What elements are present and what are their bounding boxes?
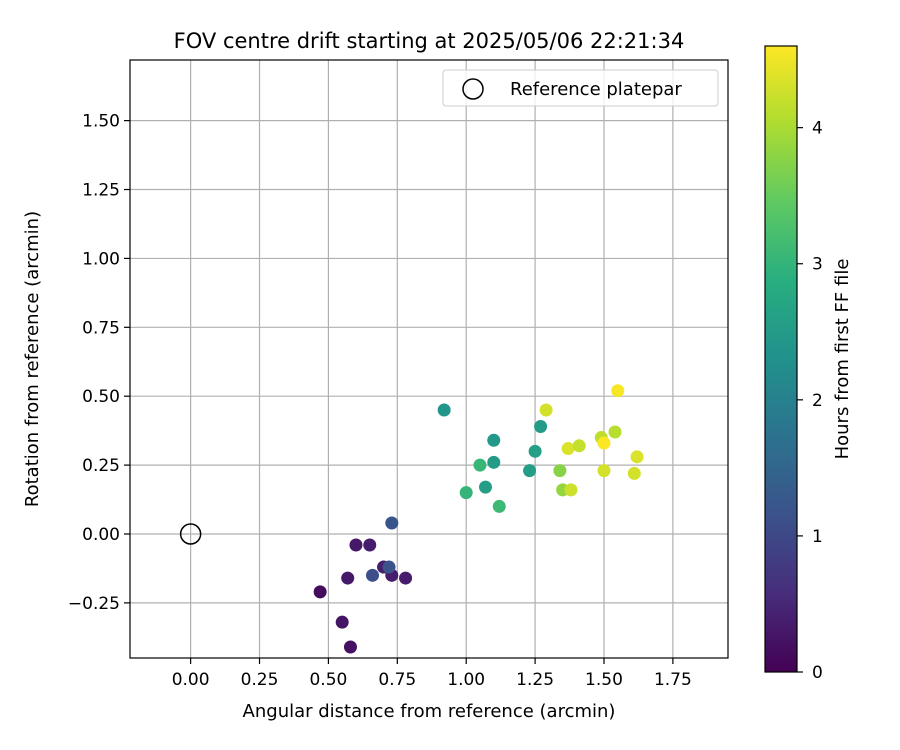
- data-point: [343, 640, 357, 654]
- colorbar-tick-label: 4: [812, 119, 823, 139]
- data-point: [627, 466, 641, 480]
- data-point: [349, 538, 363, 552]
- data-point: [572, 439, 586, 453]
- x-tick-label: 1.25: [516, 670, 554, 690]
- data-point: [487, 455, 501, 469]
- x-axis-ticks: 0.00 0.25 0.50 0.75 1.00 1.25 1.50 1.75: [172, 658, 692, 690]
- colorbar: 0 1 2 3 4 Hours from first FF file: [764, 45, 853, 683]
- data-point: [534, 420, 548, 434]
- plot-frame: [129, 59, 729, 659]
- data-point: [487, 433, 501, 447]
- legend: Reference platepar: [442, 69, 719, 107]
- data-point: [597, 436, 611, 450]
- colorbar-label: Hours from first FF file: [832, 259, 853, 460]
- x-tick-label: 0.00: [172, 670, 210, 690]
- data-point: [553, 464, 567, 478]
- chart-title: FOV centre drift starting at 2025/05/06 …: [174, 29, 685, 53]
- data-point: [437, 403, 451, 417]
- data-point: [523, 464, 537, 478]
- colorbar-tick-label: 3: [812, 255, 823, 275]
- data-point: [611, 384, 625, 398]
- data-point: [366, 568, 380, 582]
- colorbar-tick-label: 1: [812, 527, 823, 547]
- scatter-points: [313, 384, 644, 654]
- x-tick-label: 0.50: [309, 670, 347, 690]
- colorbar-tick-label: 0: [812, 663, 823, 683]
- y-tick-label: 1.00: [82, 249, 120, 269]
- data-point: [528, 444, 542, 458]
- data-point: [399, 571, 413, 585]
- colorbar-tick-label: 2: [812, 391, 823, 411]
- data-point: [539, 403, 553, 417]
- colorbar-ticks: 0 1 2 3 4: [797, 119, 823, 683]
- data-point: [382, 560, 396, 574]
- data-point: [385, 516, 399, 530]
- data-point: [473, 458, 487, 472]
- plot-area: [130, 60, 728, 658]
- y-axis-ticks: −0.25 0.00 0.25 0.50 0.75 1.00 1.25 1.50: [68, 112, 130, 614]
- data-point: [561, 442, 575, 456]
- x-axis-label: Angular distance from reference (arcmin): [243, 701, 616, 722]
- x-tick-label: 1.00: [447, 670, 485, 690]
- legend-box: [442, 69, 719, 107]
- data-point: [341, 571, 355, 585]
- y-tick-label: 0.75: [82, 318, 120, 338]
- data-point: [630, 450, 644, 464]
- y-tick-label: 0.50: [82, 387, 120, 407]
- legend-open-circle-icon: [462, 78, 484, 100]
- y-tick-label: 1.50: [82, 112, 120, 132]
- data-point: [363, 538, 377, 552]
- y-tick-label: −0.25: [68, 594, 120, 614]
- y-tick-label: 1.25: [82, 181, 120, 201]
- reference-marker: [179, 523, 202, 545]
- data-point: [313, 585, 327, 599]
- x-tick-label: 0.25: [241, 670, 279, 690]
- data-point: [335, 615, 349, 629]
- data-point: [564, 483, 578, 497]
- data-point: [478, 480, 492, 494]
- data-point: [608, 425, 622, 439]
- x-tick-label: 1.50: [585, 670, 623, 690]
- x-tick-label: 1.75: [654, 670, 692, 690]
- y-tick-label: 0.00: [82, 525, 120, 545]
- y-tick-label: 0.25: [82, 456, 120, 476]
- data-point: [597, 464, 611, 478]
- data-point: [492, 499, 506, 513]
- colorbar-gradient: [764, 45, 798, 673]
- x-gridlines: [190, 60, 674, 658]
- y-axis-label: Rotation from reference (arcmin): [22, 211, 43, 507]
- x-tick-label: 0.75: [378, 670, 416, 690]
- legend-label-reference: Reference platepar: [510, 79, 682, 100]
- y-gridlines: [130, 120, 728, 604]
- data-point: [459, 486, 473, 500]
